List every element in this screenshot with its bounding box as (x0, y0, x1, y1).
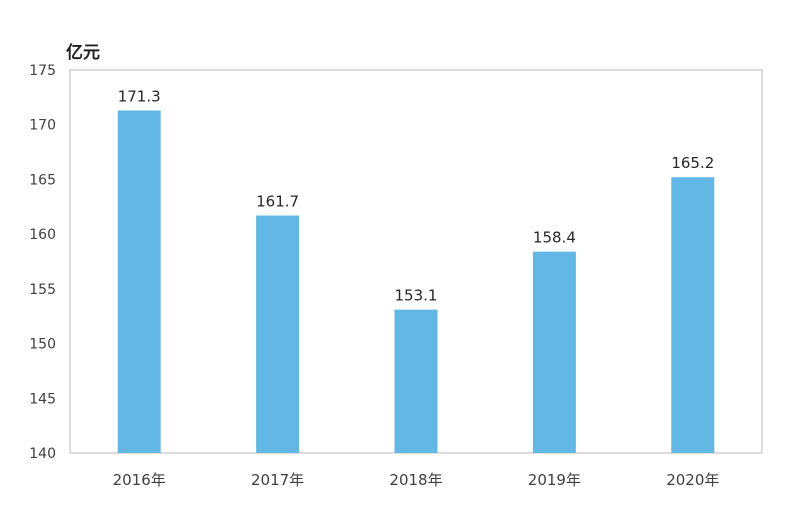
y-tick-label: 150 (29, 337, 56, 353)
y-tick-label: 170 (29, 118, 56, 134)
bar-value-label: 158.4 (533, 229, 576, 247)
y-tick-label: 165 (29, 172, 56, 188)
bar-value-label: 171.3 (118, 87, 161, 105)
y-tick-label: 160 (29, 227, 56, 243)
bar-3 (532, 251, 576, 453)
x-tick-label: 2020年 (666, 471, 719, 489)
x-axis-ticks: 2016年 2017年 2018年 2019年 2020年 (113, 471, 720, 489)
y-tick-label: 155 (29, 282, 56, 298)
bar-value-label: 153.1 (395, 287, 438, 305)
y-tick-label: 175 (29, 63, 56, 79)
bar-0 (117, 110, 161, 453)
bar-value-label: 165.2 (671, 154, 714, 172)
bar-1 (256, 215, 300, 453)
x-tick-label: 2017年 (251, 471, 304, 489)
bars-group (117, 110, 715, 454)
x-tick-label: 2018年 (389, 471, 442, 489)
data-labels-group: 171.3 161.7 153.1 158.4 165.2 (118, 87, 715, 304)
x-tick-label: 2019年 (528, 471, 581, 489)
y-axis-unit-label: 亿元 (66, 43, 100, 63)
y-axis-ticks: 140 145 150 155 160 165 170 175 (29, 63, 56, 462)
bar-value-label: 161.7 (256, 193, 299, 211)
x-tick-label: 2016年 (113, 471, 166, 489)
bar-4 (671, 177, 715, 454)
bar-2 (394, 309, 438, 453)
y-tick-label: 140 (29, 446, 56, 462)
y-tick-label: 145 (29, 391, 56, 407)
